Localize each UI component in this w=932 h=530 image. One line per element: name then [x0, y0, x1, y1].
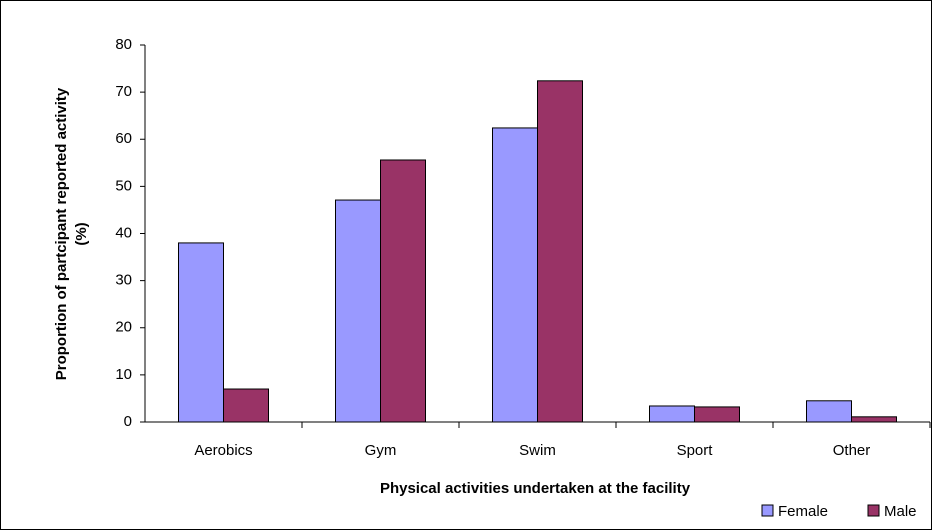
x-axis-title: Physical activities undertaken at the fa… — [380, 480, 691, 497]
x-tick-label: Sport — [677, 442, 714, 459]
bar — [380, 159, 426, 423]
y-tick-label: 0 — [124, 413, 132, 430]
legend-swatch — [761, 504, 774, 517]
x-tick-label: Swim — [519, 442, 556, 459]
bar — [178, 242, 224, 423]
x-tick-label: Other — [833, 442, 871, 459]
x-tick-label: Gym — [365, 442, 397, 459]
bar — [806, 400, 852, 423]
legend-swatch — [867, 504, 880, 517]
bar — [694, 406, 740, 423]
y-axis-title: Proportion of partcipant reported activi… — [53, 87, 90, 380]
bar — [223, 388, 269, 423]
y-tick-label: 70 — [115, 83, 132, 100]
y-tick-label: 10 — [115, 366, 132, 383]
y-tick-label: 50 — [115, 177, 132, 194]
bar — [537, 80, 583, 423]
y-tick-label: 40 — [115, 224, 132, 241]
y-axis-title-line: Proportion of partcipant reported activi… — [53, 87, 70, 380]
y-tick-label: 60 — [115, 130, 132, 147]
legend-label: Female — [778, 503, 828, 520]
bar — [649, 405, 695, 423]
y-tick-label: 20 — [115, 319, 132, 336]
y-tick-label: 80 — [115, 36, 132, 53]
bar — [492, 127, 538, 423]
bar — [335, 199, 381, 423]
x-tick-label: Aerobics — [194, 442, 252, 459]
bar — [851, 416, 897, 423]
y-axis-title-line: (%) — [73, 222, 90, 245]
legend-label: Male — [884, 503, 917, 520]
y-tick-label: 30 — [115, 272, 132, 289]
